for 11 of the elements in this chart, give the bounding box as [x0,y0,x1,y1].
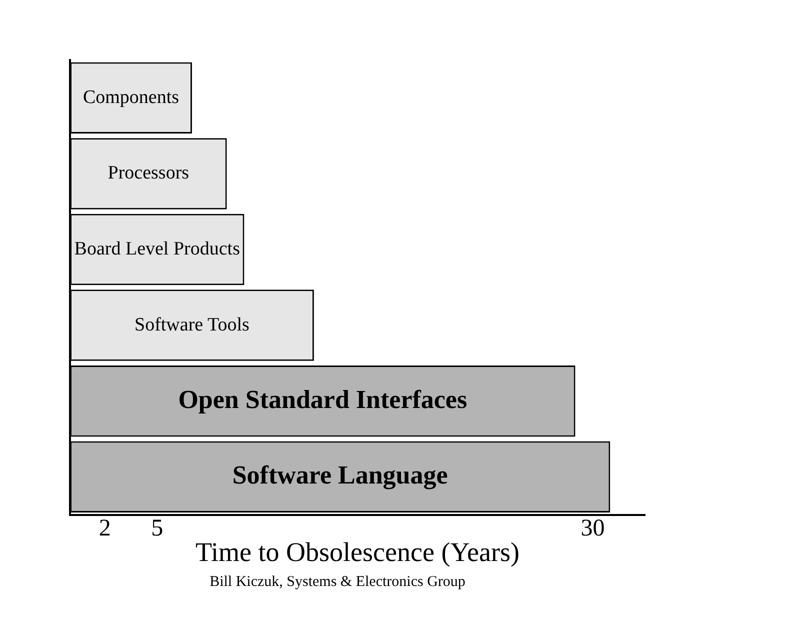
y-tick-label: Software Language [232,460,448,490]
y-tick-label: Open Standard Interfaces [178,384,468,414]
text: Bill Kiczuk, Systems & Electronics Group [210,574,466,590]
y-tick-label: Software Tools [134,314,250,336]
y-tick-label: Processors [108,162,190,184]
x-tick-label: 5 [151,515,164,542]
x-tick-label: 2 [98,515,111,542]
x-tick-label: 30 [580,515,605,542]
y-tick-label: Components [82,86,180,108]
x-axis-title: Time to Obsolescence (Years) [196,536,520,567]
y-tick-label: Board Level Products [74,238,240,260]
